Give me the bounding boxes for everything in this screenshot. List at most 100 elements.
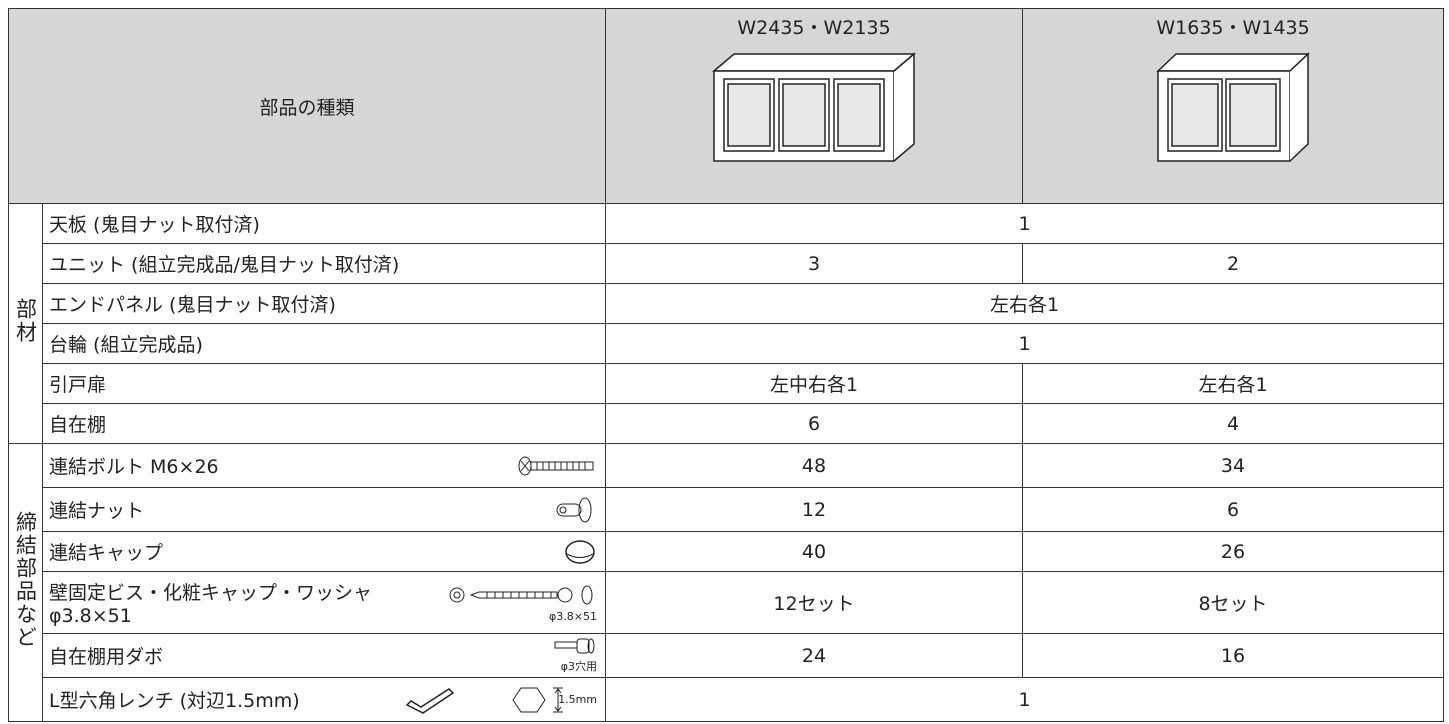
model-name: W2435・W2135	[737, 17, 891, 39]
part-icon: φ3.8×51	[447, 583, 597, 623]
icon-label: φ3穴用	[560, 660, 598, 673]
icon-graphic	[518, 456, 594, 475]
icon-graphic	[405, 687, 564, 714]
part-icon	[517, 454, 597, 478]
table-row: ユニット (組立完成品/鬼目ナット取付済) 3 2	[9, 243, 1445, 284]
quantity-cell: 24	[605, 633, 1024, 678]
part-name: 連結ボルト M6×26	[49, 456, 219, 478]
part-name-cell: 引戸扉	[41, 363, 607, 404]
part-name: 台輪 (組立完成品)	[49, 334, 203, 356]
part-name-cell: ユニット (組立完成品/鬼目ナット取付済)	[41, 243, 607, 284]
icon-label: 1.5mm	[558, 693, 598, 706]
part-name-cell: 壁固定ビス・化粧キャップ・ワッシャ φ3.8×51 φ3.8×51	[41, 571, 607, 634]
part-name-block: 自在棚	[49, 410, 106, 437]
part-name-cell: 連結ボルト M6×26	[41, 443, 607, 488]
quantity-cell: 6	[605, 403, 1024, 444]
parts-table: 部品の種類 W2435・W2135 W1635・W1435 部材 天板 (鬼目ナッ…	[7, 8, 1445, 722]
table-row: 壁固定ビス・化粧キャップ・ワッシャ φ3.8×51 φ3.8×51 12セット 8セット	[9, 571, 1445, 634]
table-row: エンドパネル (鬼目ナット取付済) 左右各1	[9, 283, 1445, 324]
part-name-wrap: 連結ボルト M6×26	[49, 452, 605, 479]
part-icon	[553, 495, 597, 525]
icon-graphic	[565, 539, 595, 564]
part-name-sub: φ3.8×51	[49, 605, 132, 627]
quantity-cell: 2	[1022, 243, 1445, 284]
quantity-cell: 左中右各1	[605, 363, 1024, 404]
part-name-block: 連結キャップ	[49, 538, 163, 565]
group-label: 締結部品など	[13, 511, 38, 649]
table-row: 台輪 (組立完成品) 1	[9, 323, 1445, 364]
part-name-cell: 台輪 (組立完成品)	[41, 323, 607, 364]
part-icon: 1.5mm	[403, 683, 597, 717]
part-name: 引戸扉	[49, 374, 107, 396]
icon-graphic	[556, 497, 592, 522]
quantity-cell: 12	[605, 487, 1024, 532]
cabinet-illustration	[711, 52, 917, 162]
part-name-block: 引戸扉	[49, 370, 106, 397]
model-header: W2435・W2135	[605, 8, 1024, 204]
table-row: 部材 天板 (鬼目ナット取付済) 1	[8, 203, 1445, 444]
quantity-cell: 8セット	[1022, 571, 1445, 634]
quantity-cell: 1	[605, 677, 1445, 722]
part-name-cell: 連結ナット	[41, 487, 607, 532]
part-name: 天板 (鬼目ナット取付済)	[49, 214, 260, 236]
part-name-block: ユニット (組立完成品/鬼目ナット取付済)	[49, 250, 399, 277]
part-name-cell: L型六角レンチ (対辺1.5mm) 1.5mm	[41, 677, 607, 722]
icon-label: φ3.8×51	[549, 609, 598, 623]
group-label: 部材	[13, 298, 38, 344]
part-name-cell: 自在棚	[41, 403, 607, 444]
part-name-block: 台輪 (組立完成品)	[49, 330, 203, 357]
part-name-wrap: 引戸扉	[49, 370, 605, 397]
part-name-wrap: 自在棚用ダボ φ3穴用	[49, 637, 605, 674]
quantity-cell: 左右各1	[605, 283, 1445, 324]
part-name-cell: 連結キャップ	[41, 531, 607, 572]
part-name-block: L型六角レンチ (対辺1.5mm)	[49, 686, 300, 713]
model-header: W1635・W1435	[1022, 8, 1445, 204]
icon-graphic	[449, 585, 593, 604]
part-name-wrap: 天板 (鬼目ナット取付済)	[49, 210, 605, 237]
part-name-cell: 天板 (鬼目ナット取付済)	[41, 203, 607, 244]
quantity-cell: 3	[605, 243, 1024, 284]
quantity-cell: 48	[605, 443, 1024, 488]
part-name-wrap: ユニット (組立完成品/鬼目ナット取付済)	[49, 250, 605, 277]
part-name-wrap: L型六角レンチ (対辺1.5mm) 1.5mm	[49, 683, 605, 717]
table-row: 連結ナット 12 6	[9, 487, 1445, 532]
part-name: 壁固定ビス・化粧キャップ・ワッシャ	[49, 582, 373, 604]
table-row: L型六角レンチ (対辺1.5mm) 1.5mm 1	[9, 677, 1445, 722]
part-name-block: 天板 (鬼目ナット取付済)	[49, 210, 260, 237]
part-name-wrap: 自在棚	[49, 410, 605, 437]
part-name-wrap: 連結キャップ	[49, 537, 605, 567]
part-name: 連結ナット	[49, 500, 145, 522]
part-name-cell: エンドパネル (鬼目ナット取付済)	[41, 283, 607, 324]
part-name-wrap: 台輪 (組立完成品)	[49, 330, 605, 357]
quantity-cell: 16	[1022, 633, 1445, 678]
quantity-cell: 1	[605, 323, 1445, 364]
part-icon: φ3穴用	[553, 637, 597, 674]
quantity-cell: 26	[1022, 531, 1445, 572]
part-name-block: 壁固定ビス・化粧キャップ・ワッシャ φ3.8×51	[49, 578, 372, 627]
table-row: 締結部品など 連結ボルト M6×26 48 34	[8, 443, 1445, 722]
icon-graphic	[554, 638, 595, 654]
quantity-cell: 左右各1	[1022, 363, 1445, 404]
quantity-cell: 40	[605, 531, 1024, 572]
part-icon	[563, 537, 597, 567]
part-name: エンドパネル (鬼目ナット取付済)	[49, 294, 336, 316]
quantity-cell: 6	[1022, 487, 1445, 532]
part-name: 連結キャップ	[49, 542, 164, 564]
part-name-cell: 自在棚用ダボ φ3穴用	[41, 633, 607, 678]
quantity-cell: 34	[1022, 443, 1445, 488]
part-name: 自在棚用ダボ	[49, 646, 164, 668]
part-name: L型六角レンチ (対辺1.5mm)	[49, 690, 300, 712]
table-row: 連結キャップ 40 26	[9, 531, 1445, 572]
part-name-block: エンドパネル (鬼目ナット取付済)	[49, 290, 336, 317]
group-cell: 部材	[8, 203, 43, 444]
quantity-cell: 4	[1022, 403, 1445, 444]
quantity-cell: 1	[605, 203, 1445, 244]
model-name: W1635・W1435	[1156, 17, 1310, 39]
part-name-block: 連結ナット	[49, 496, 144, 523]
part-name-block: 自在棚用ダボ	[49, 642, 163, 669]
quantity-cell: 12セット	[605, 571, 1024, 634]
cabinet-illustration	[1156, 52, 1310, 162]
part-name-wrap: 壁固定ビス・化粧キャップ・ワッシャ φ3.8×51 φ3.8×51	[49, 578, 605, 627]
header-label: 部品の種類	[7, 8, 607, 204]
part-name-wrap: 連結ナット	[49, 495, 605, 525]
